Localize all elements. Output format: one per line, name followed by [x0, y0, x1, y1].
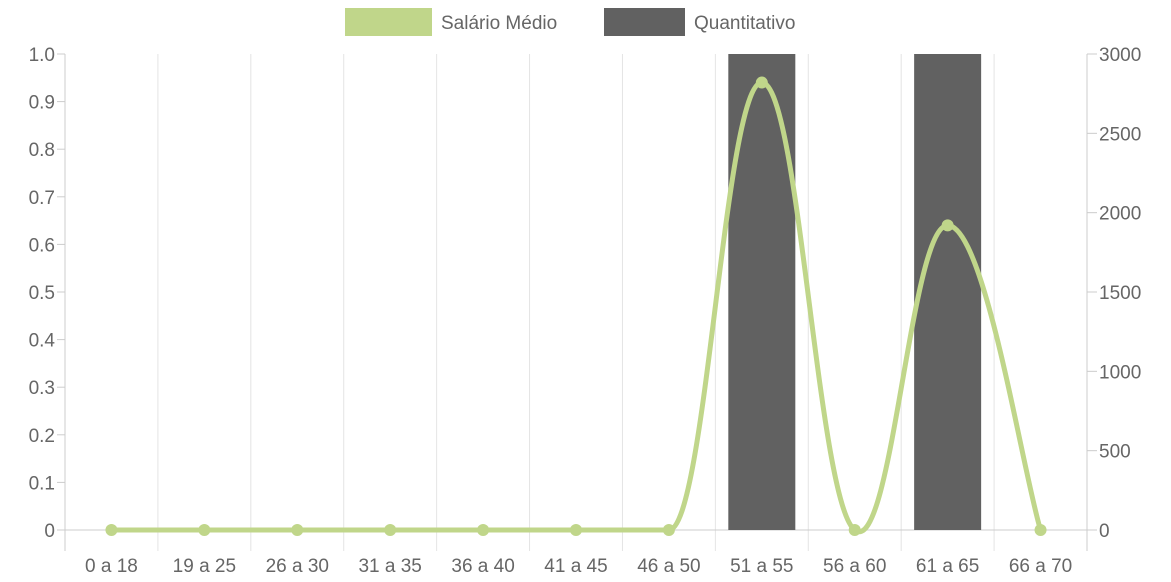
x-tick-label: 66 a 70: [1009, 556, 1072, 577]
line-point: [384, 524, 397, 536]
y-left-tick-label: 0.5: [29, 283, 55, 304]
line-point: [848, 524, 861, 536]
y-right-tick-label: 1000: [1099, 362, 1141, 383]
y-right-tick-label: 2000: [1099, 204, 1141, 225]
y-left-tick-label: 0.8: [29, 140, 55, 161]
x-tick-label: 26 a 30: [266, 556, 329, 577]
y-left-tick-label: 0.1: [29, 473, 55, 494]
line-point: [755, 76, 768, 89]
line-point: [1034, 524, 1047, 536]
line-point: [662, 524, 675, 536]
x-tick-label: 46 a 50: [637, 556, 700, 577]
legend[interactable]: Salário Médio Quantitativo: [345, 8, 795, 36]
y-left-tick-label: 0.6: [29, 235, 55, 256]
y-right-tick-label: 3000: [1099, 45, 1141, 66]
x-tick-label: 56 a 60: [823, 556, 886, 577]
line-series: [105, 76, 1047, 536]
bar: [728, 54, 796, 530]
x-tick-label: 31 a 35: [358, 556, 421, 577]
x-tick-label: 0 a 18: [85, 556, 138, 577]
y-right-tick-label: 0: [1099, 521, 1110, 542]
bar: [914, 54, 982, 530]
y-left-tick-label: 0.2: [29, 426, 55, 447]
legend-swatch-salario-medio[interactable]: [345, 8, 432, 36]
line-point: [570, 524, 582, 536]
y-left-tick-label: 0.4: [29, 331, 56, 352]
line-point: [198, 524, 211, 536]
x-tick-label: 19 a 25: [173, 556, 236, 577]
tick-labels: 0 0.1 0.2 0.3 0.4 0.5 0.6 0.7 0.8 0.9 1.0 0 500 1000 1…: [29, 45, 1142, 577]
y-right-tick-label: 500: [1099, 442, 1131, 463]
legend-label-quantitativo[interactable]: Quantitativo: [694, 13, 795, 34]
y-left-tick-label: 0.3: [29, 378, 55, 399]
line-point: [941, 219, 954, 232]
legend-label-salario-medio[interactable]: Salário Médio: [441, 13, 557, 34]
y-left-tick-label: 1.0: [29, 45, 55, 66]
y-right-tick-label: 2500: [1099, 124, 1141, 145]
x-tick-label: 51 a 55: [730, 556, 793, 577]
y-right-tick-label: 1500: [1099, 283, 1141, 304]
line-path: [108, 80, 1044, 535]
line-point: [291, 524, 304, 536]
x-tick-label: 61 a 65: [916, 556, 979, 577]
x-tick-label: 36 a 40: [451, 556, 514, 577]
line-point: [477, 524, 490, 536]
y-left-tick-label: 0: [44, 521, 55, 542]
legend-swatch-quantitativo[interactable]: [604, 8, 685, 36]
y-left-tick-label: 0.9: [29, 93, 55, 114]
bar-series: [728, 54, 982, 530]
x-tick-label: 41 a 45: [544, 556, 607, 577]
line-point: [105, 524, 118, 536]
y-left-tick-label: 0.7: [29, 188, 55, 209]
grid-lines: [157, 54, 995, 551]
